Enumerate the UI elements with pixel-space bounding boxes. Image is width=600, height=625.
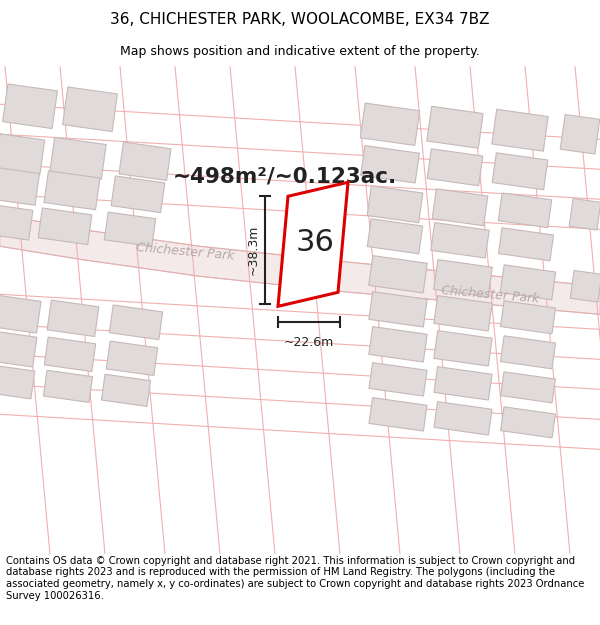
Polygon shape: [431, 222, 489, 258]
Polygon shape: [432, 189, 488, 226]
Polygon shape: [367, 186, 423, 222]
Polygon shape: [500, 336, 556, 369]
Polygon shape: [500, 372, 556, 403]
Polygon shape: [361, 103, 419, 146]
Text: ~38.3m: ~38.3m: [247, 225, 260, 276]
Polygon shape: [434, 331, 492, 366]
Text: Map shows position and indicative extent of the property.: Map shows position and indicative extent…: [120, 45, 480, 58]
Polygon shape: [434, 367, 492, 400]
Text: Chichester Park: Chichester Park: [440, 284, 539, 305]
Polygon shape: [492, 152, 548, 190]
Polygon shape: [0, 214, 600, 314]
Polygon shape: [43, 370, 92, 402]
Polygon shape: [368, 256, 427, 293]
Polygon shape: [499, 228, 554, 261]
Polygon shape: [434, 259, 493, 297]
Polygon shape: [62, 87, 118, 131]
Polygon shape: [0, 134, 45, 175]
Polygon shape: [44, 171, 100, 210]
Polygon shape: [434, 296, 492, 331]
Text: 36: 36: [296, 228, 334, 257]
Text: Chichester Park: Chichester Park: [136, 241, 235, 263]
Polygon shape: [369, 292, 427, 327]
Polygon shape: [500, 265, 556, 300]
Polygon shape: [367, 219, 422, 254]
Polygon shape: [427, 106, 483, 148]
Polygon shape: [47, 300, 99, 336]
Polygon shape: [50, 138, 106, 179]
Polygon shape: [427, 149, 483, 186]
Polygon shape: [500, 407, 556, 438]
Polygon shape: [434, 402, 492, 435]
Polygon shape: [0, 204, 33, 240]
Text: Contains OS data © Crown copyright and database right 2021. This information is : Contains OS data © Crown copyright and d…: [6, 556, 584, 601]
Polygon shape: [498, 193, 552, 228]
Polygon shape: [570, 271, 600, 302]
Polygon shape: [361, 146, 419, 183]
Text: ~22.6m: ~22.6m: [284, 336, 334, 349]
Polygon shape: [278, 182, 348, 306]
Text: ~498m²/~0.123ac.: ~498m²/~0.123ac.: [173, 166, 397, 186]
Polygon shape: [104, 212, 156, 246]
Polygon shape: [101, 374, 151, 406]
Polygon shape: [0, 296, 41, 333]
Polygon shape: [119, 142, 171, 181]
Polygon shape: [560, 114, 600, 154]
Polygon shape: [106, 341, 158, 376]
Polygon shape: [369, 398, 427, 431]
Polygon shape: [369, 327, 427, 362]
Polygon shape: [569, 199, 600, 230]
Polygon shape: [2, 84, 58, 129]
Polygon shape: [0, 332, 37, 367]
Polygon shape: [500, 301, 556, 334]
Text: 36, CHICHESTER PARK, WOOLACOMBE, EX34 7BZ: 36, CHICHESTER PARK, WOOLACOMBE, EX34 7B…: [110, 12, 490, 27]
Polygon shape: [111, 176, 165, 212]
Polygon shape: [0, 168, 40, 205]
Polygon shape: [109, 305, 163, 339]
Polygon shape: [492, 109, 548, 151]
Polygon shape: [38, 208, 92, 244]
Polygon shape: [0, 366, 35, 399]
Polygon shape: [44, 337, 96, 371]
Polygon shape: [369, 362, 427, 396]
